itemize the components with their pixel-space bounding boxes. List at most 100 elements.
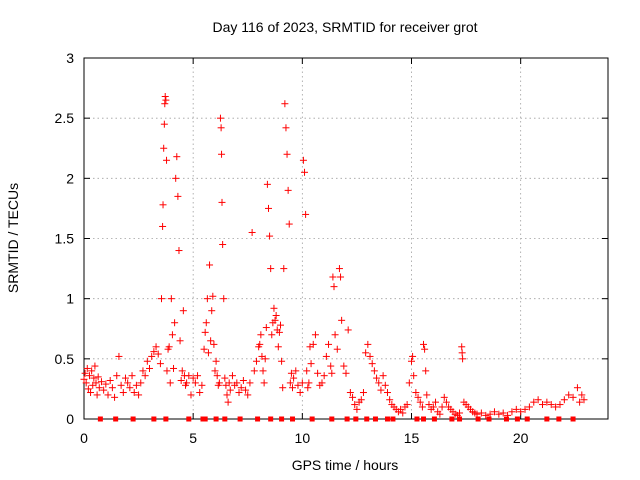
data-point	[208, 307, 216, 315]
data-point	[290, 374, 298, 382]
zero-flag-marker	[97, 416, 103, 422]
data-point	[85, 372, 93, 380]
data-point	[286, 379, 294, 387]
data-point	[499, 409, 507, 417]
data-point	[436, 410, 444, 418]
data-point	[187, 391, 195, 399]
data-point	[289, 384, 297, 392]
data-point	[368, 360, 376, 368]
data-point	[228, 372, 236, 380]
data-point	[132, 381, 140, 389]
zero-flag-marker	[524, 416, 530, 422]
data-point	[438, 403, 446, 411]
zero-flag-marker	[213, 416, 219, 422]
data-point	[261, 355, 269, 363]
data-point	[206, 261, 214, 269]
zero-flag-marker	[130, 416, 136, 422]
data-point	[351, 401, 359, 409]
data-point	[93, 391, 101, 399]
data-point	[179, 307, 187, 315]
data-point	[150, 348, 158, 356]
data-point	[177, 376, 185, 384]
data-point	[256, 340, 264, 348]
data-point	[508, 408, 516, 416]
data-point	[104, 391, 112, 399]
zero-flag-marker	[503, 416, 509, 422]
data-point	[458, 349, 466, 357]
data-point	[420, 340, 428, 348]
data-point	[403, 401, 411, 409]
data-point	[128, 372, 136, 380]
data-point	[218, 150, 226, 158]
data-point	[111, 393, 119, 401]
data-point	[432, 398, 440, 406]
data-point	[560, 396, 568, 404]
data-point	[218, 198, 226, 206]
data-point	[91, 362, 99, 370]
zero-flag-marker	[486, 416, 492, 422]
x-tick-label: 0	[80, 430, 88, 446]
data-point	[377, 386, 385, 394]
data-point	[268, 331, 276, 339]
zero-flag-marker	[414, 416, 420, 422]
data-point	[301, 168, 309, 176]
data-point	[330, 283, 338, 291]
zero-flag-marker	[457, 416, 463, 422]
data-point	[165, 343, 173, 351]
data-point	[95, 384, 103, 392]
data-point	[416, 398, 424, 406]
data-point	[203, 295, 211, 303]
SRMTID-series	[80, 93, 588, 419]
data-point	[215, 379, 223, 387]
data-point	[349, 393, 357, 401]
data-point	[292, 367, 300, 375]
data-point	[421, 345, 429, 353]
data-point	[414, 393, 422, 401]
data-point	[298, 379, 306, 387]
data-point	[194, 372, 202, 380]
data-point	[517, 408, 525, 416]
data-point	[299, 156, 307, 164]
zero-flag-marker	[344, 416, 350, 422]
data-point	[318, 379, 326, 387]
data-point	[189, 374, 197, 382]
data-point	[422, 367, 430, 375]
data-point	[383, 389, 391, 397]
data-point	[459, 355, 467, 363]
data-point	[137, 379, 145, 387]
data-point	[337, 273, 345, 281]
data-point	[305, 379, 313, 387]
data-point	[477, 409, 485, 417]
data-point	[94, 373, 102, 381]
data-point	[152, 343, 160, 351]
x-tick-label: 10	[295, 430, 311, 446]
data-point	[275, 328, 283, 336]
data-point	[375, 379, 383, 387]
data-point	[329, 273, 337, 281]
data-point	[495, 410, 503, 418]
data-point	[211, 367, 219, 375]
data-point	[442, 398, 450, 406]
data-point	[233, 379, 241, 387]
zero-flag-marker	[329, 416, 335, 422]
data-point	[364, 340, 372, 348]
data-point	[410, 372, 418, 380]
data-point	[135, 391, 143, 399]
data-point	[117, 381, 125, 389]
zero-flag-marker	[570, 416, 576, 422]
data-point	[552, 403, 560, 411]
y-tick-labels: 0 0.5 1 1.5 2 2.5 3	[55, 50, 75, 427]
data-point	[257, 331, 265, 339]
y-tick-label: 2	[66, 170, 74, 186]
data-point	[296, 389, 304, 397]
data-point	[279, 384, 287, 392]
data-point	[248, 228, 256, 236]
data-point	[357, 396, 365, 404]
data-point	[381, 381, 389, 389]
data-point	[534, 396, 542, 404]
data-point	[259, 367, 267, 375]
data-point	[156, 360, 164, 368]
data-point	[274, 343, 282, 351]
data-point	[370, 367, 378, 375]
data-point	[338, 316, 346, 324]
